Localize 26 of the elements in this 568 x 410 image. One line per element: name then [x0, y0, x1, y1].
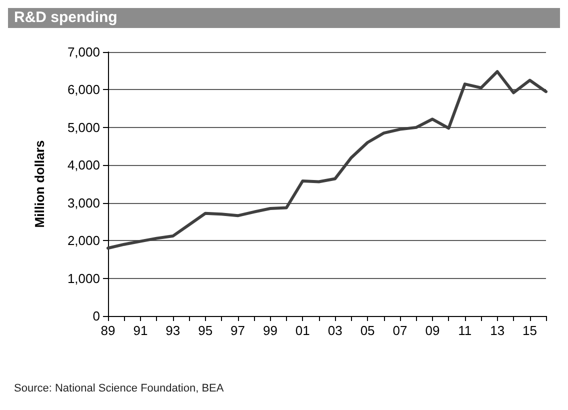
x-tick-label: 95 [198, 323, 213, 338]
x-tick-label: 93 [166, 323, 180, 338]
x-tick-label: 91 [133, 323, 148, 338]
x-tick-label: 89 [100, 323, 116, 338]
x-tick-label: 99 [262, 323, 278, 338]
x-tick-label: 01 [295, 323, 310, 338]
y-tick-label: 0 [92, 308, 100, 324]
y-tick-label: 7,000 [67, 44, 100, 60]
chart-title: R&D spending [14, 9, 118, 26]
x-tick-label: 15 [522, 323, 538, 338]
y-axis-title: Million dollars [32, 140, 47, 228]
y-tick-label: 4,000 [67, 158, 100, 173]
x-tick-label: 09 [425, 323, 440, 338]
x-tick-label: 03 [328, 323, 342, 338]
x-tick-label: 07 [392, 323, 408, 338]
source-note: Source: National Science Foundation, BEA [14, 382, 224, 394]
y-tick-label: 6,000 [67, 82, 100, 98]
y-tick-label: 3,000 [67, 195, 100, 210]
x-tick-label: 13 [490, 323, 505, 338]
x-tick-label: 05 [360, 323, 375, 338]
line-series [106, 70, 548, 250]
x-tick-label: 11 [458, 323, 472, 338]
y-tick-label: 5,000 [67, 120, 100, 135]
x-tick-label: 97 [230, 323, 246, 338]
y-tick-label: 2,000 [67, 233, 100, 248]
y-tick-label: 1,000 [67, 270, 100, 286]
